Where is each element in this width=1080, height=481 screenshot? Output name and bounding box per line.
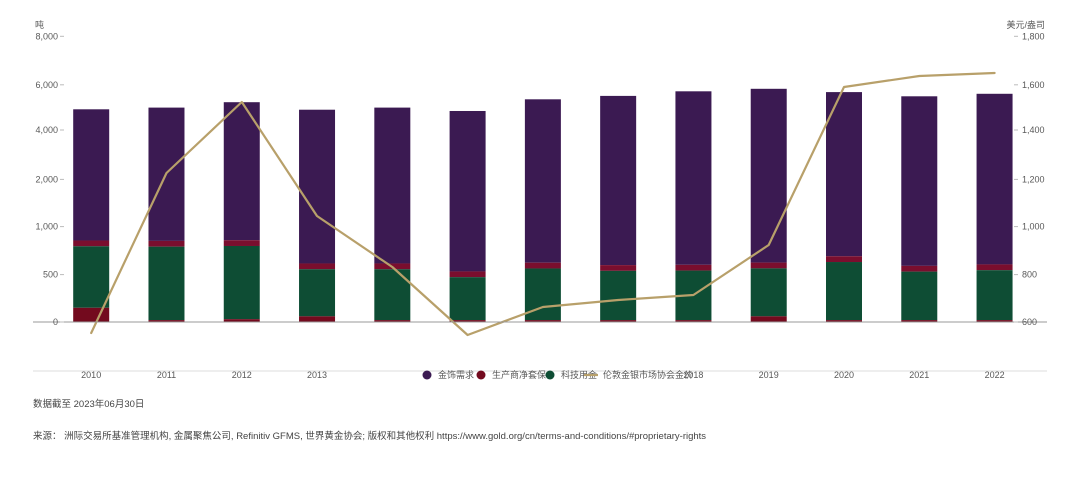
svg-text:1,000: 1,000 bbox=[35, 222, 58, 232]
svg-text:600: 600 bbox=[1022, 317, 1037, 327]
svg-text:来源： 洲际交易所基准管理机构, 金属聚焦公司, Refi: 来源： 洲际交易所基准管理机构, 金属聚焦公司, Refinitiv GFMS,… bbox=[33, 430, 706, 442]
svg-text:500: 500 bbox=[43, 270, 58, 280]
svg-text:1,400: 1,400 bbox=[1022, 125, 1045, 135]
svg-text:2,000: 2,000 bbox=[35, 174, 58, 184]
svg-text:800: 800 bbox=[1022, 270, 1037, 280]
svg-text:8,000: 8,000 bbox=[35, 31, 58, 41]
svg-text:伦敦金银市场协会金价: 伦敦金银市场协会金价 bbox=[603, 369, 693, 380]
svg-text:0: 0 bbox=[53, 317, 58, 327]
svg-text:1,200: 1,200 bbox=[1022, 174, 1045, 184]
svg-text:美元/盎司: 美元/盎司 bbox=[1006, 19, 1045, 30]
svg-text:4,000: 4,000 bbox=[35, 125, 58, 135]
svg-text:金饰需求: 金饰需求 bbox=[438, 369, 474, 380]
svg-text:生产商净套保: 生产商净套保 bbox=[492, 369, 546, 380]
svg-text:6,000: 6,000 bbox=[35, 80, 58, 90]
svg-text:1,000: 1,000 bbox=[1022, 222, 1045, 232]
svg-text:吨: 吨 bbox=[35, 19, 44, 30]
svg-text:1,800: 1,800 bbox=[1022, 31, 1045, 41]
svg-text:数据截至 2023年06月30日: 数据截至 2023年06月30日 bbox=[33, 398, 144, 410]
svg-text:1,600: 1,600 bbox=[1022, 80, 1045, 90]
